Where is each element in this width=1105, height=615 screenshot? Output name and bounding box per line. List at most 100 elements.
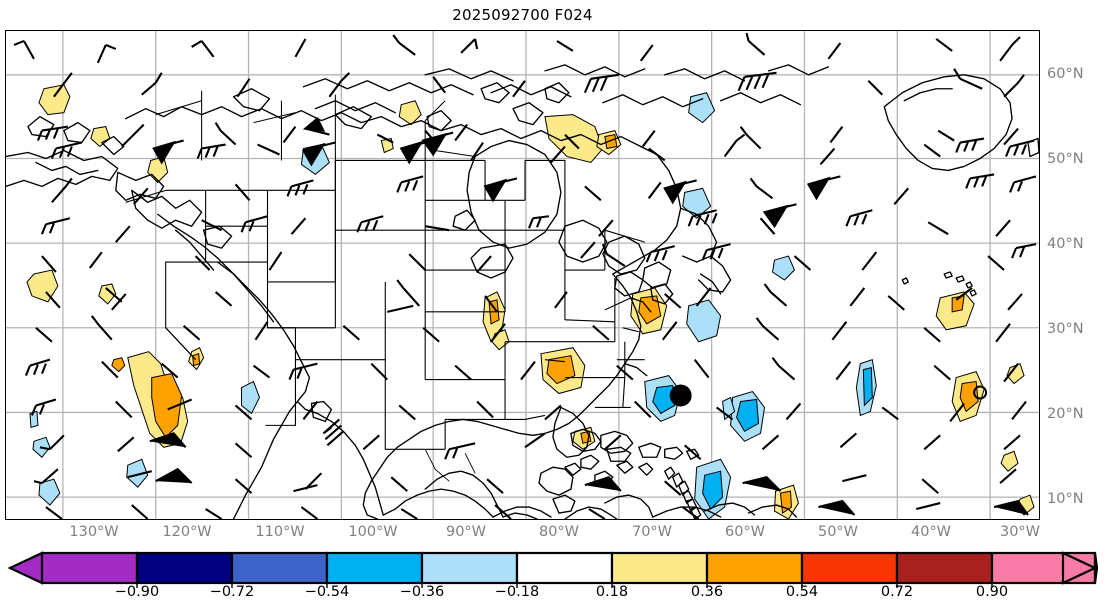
shaded-region: [688, 92, 716, 124]
wind-barb: [592, 325, 610, 341]
wind-barb: [50, 141, 83, 159]
map-canvas: [6, 31, 1039, 519]
x-tick-label: 110°W: [255, 524, 305, 540]
wind-barb: [1003, 127, 1019, 146]
wind-barb: [737, 71, 777, 92]
shaded-region: [38, 84, 71, 116]
colorbar-tick-label: −0.36: [399, 584, 445, 600]
shaded-region: [126, 458, 149, 488]
wind-barbs: [13, 32, 1037, 519]
wind-barb: [512, 80, 526, 98]
wind-barb: [771, 357, 796, 381]
x-tick-label: 90°W: [445, 524, 487, 540]
wind-barb: [755, 317, 780, 341]
wind-barb: [999, 36, 1021, 62]
wind-barb: [528, 215, 550, 229]
wind-barb: [254, 321, 269, 341]
wind-barb: [167, 398, 193, 411]
shaded-region: [686, 299, 722, 343]
colorbar-extend-max-arrow: [1061, 551, 1098, 585]
wind-barb: [845, 209, 873, 227]
wind-barb: [214, 122, 237, 146]
wind-barb: [36, 125, 69, 141]
wind-barb: [544, 404, 562, 421]
wind-barb: [831, 321, 848, 341]
wind-barb: [121, 123, 145, 148]
x-tick-label: 130°W: [69, 524, 119, 540]
wind-barb: [723, 133, 746, 158]
wind-barb: [661, 321, 678, 341]
wind-barb: [400, 508, 418, 519]
wind-barb: [839, 432, 858, 449]
x-tick-label: 100°W: [348, 524, 398, 540]
mexico-borders: [424, 449, 476, 482]
colorbar-tick-label: 0.54: [785, 584, 819, 600]
wind-barb: [616, 364, 634, 381]
colorbar[interactable]: −0.90 −0.72 −0.54 −0.36 −0.18 0.18 0.36 …: [0, 548, 1105, 615]
wind-barb: [161, 362, 179, 379]
wind-barb: [715, 406, 734, 421]
wind-barb: [1011, 243, 1037, 259]
wind-barb: [793, 255, 812, 271]
wind-barb: [806, 175, 841, 201]
shaded-region: [771, 255, 796, 281]
wind-barb: [1011, 400, 1027, 421]
wind-barb: [867, 80, 884, 96]
wind-barb: [949, 402, 965, 423]
colorbar-tick-label: 0.18: [595, 584, 629, 600]
wind-barb: [194, 255, 211, 271]
wind-barb: [454, 364, 472, 381]
wind-barb: [51, 177, 73, 203]
colorbar-tick-labels: −0.90 −0.72 −0.54 −0.36 −0.18 0.18 0.36 …: [0, 584, 1105, 608]
wind-barb: [53, 72, 73, 98]
colorbar-tick-label: 0.36: [690, 584, 724, 600]
wind-barb: [641, 129, 656, 148]
colorbar-segment: [705, 551, 804, 585]
wind-barb: [425, 225, 450, 232]
wind-barb: [356, 215, 384, 233]
shaded-region: [862, 366, 873, 407]
wind-barb: [111, 293, 127, 311]
wind-barb: [214, 291, 233, 307]
wind-barb: [739, 125, 762, 150]
colorbar-tick-label: −0.18: [494, 584, 540, 600]
colorbar-extend-min: [7, 551, 44, 585]
wind-barb: [39, 434, 65, 451]
colorbar-segment: [515, 551, 614, 585]
wind-barb: [398, 404, 416, 421]
shaded-region: [38, 478, 61, 506]
wind-barb: [759, 217, 776, 235]
wind-barb: [362, 434, 380, 451]
colorbar-segment: [230, 551, 329, 585]
wind-barb: [999, 468, 1017, 484]
x-tick-label: 70°W: [631, 524, 673, 540]
x-tick-label: 50°W: [817, 524, 859, 540]
shaded-region: [151, 373, 183, 439]
wind-barb: [520, 361, 536, 381]
wind-barb: [286, 179, 314, 197]
shaded-region: [604, 133, 618, 150]
wind-barb: [234, 478, 253, 494]
wind-barb: [701, 243, 731, 261]
x-tick-label: 60°W: [724, 524, 766, 540]
wind-barb: [785, 402, 802, 421]
wind-barb: [240, 215, 268, 233]
wind-barb: [392, 34, 416, 56]
wind-barb: [923, 143, 941, 158]
wind-barb: [580, 241, 596, 259]
colorbar-segment: [325, 551, 424, 585]
wind-barb: [408, 253, 426, 271]
map-axes[interactable]: [5, 30, 1040, 520]
wind-barb: [484, 295, 498, 313]
colorbar-segment: [40, 551, 139, 585]
wind-barb: [598, 219, 614, 237]
wind-barb: [301, 141, 336, 167]
wind-barb: [749, 177, 774, 200]
wind-barb: [127, 470, 152, 479]
wind-barb: [342, 325, 361, 341]
wind-barb: [30, 398, 57, 416]
colorbar-segment: [800, 551, 899, 585]
shaded-contours: [26, 84, 1035, 519]
wind-barb: [647, 181, 662, 199]
wind-barb: [761, 434, 780, 451]
